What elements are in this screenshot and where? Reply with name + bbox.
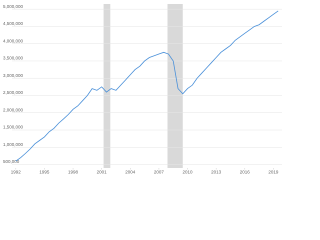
page: 500,000 1,000,000 1,500,000 2,000,000 2,500,… bbox=[3, 3, 282, 175]
y-tick-label: 4,500,000 bbox=[3, 21, 24, 26]
x-tick-label: 1998 bbox=[68, 170, 79, 175]
x-tick-label: 1992 bbox=[11, 170, 22, 175]
y-tick-label: 3,500,000 bbox=[3, 56, 24, 61]
x-tick-label: 2001 bbox=[97, 170, 108, 175]
y-tick-label: 2,500,000 bbox=[3, 90, 24, 95]
data-line bbox=[15, 10, 279, 162]
y-tick-label: 500,000 bbox=[3, 159, 20, 164]
y-tick-label: 2,000,000 bbox=[3, 107, 24, 112]
x-tick-label: 2016 bbox=[240, 170, 251, 175]
y-tick-label: 4,000,000 bbox=[3, 38, 24, 43]
x-tick-label: 2004 bbox=[125, 170, 136, 175]
x-tick-label: 2019 bbox=[268, 170, 279, 175]
y-tick-label: 1,000,000 bbox=[3, 142, 24, 147]
y-tick-label: 3,000,000 bbox=[3, 73, 24, 78]
recession-band bbox=[103, 4, 111, 168]
x-tick-label: 2010 bbox=[183, 170, 194, 175]
x-tick-label: 2007 bbox=[154, 170, 165, 175]
chart: 500,000 1,000,000 1,500,000 2,000,000 2,500,… bbox=[3, 4, 282, 175]
x-tick-label: 2013 bbox=[211, 170, 222, 175]
y-tick-label: 5,000,000 bbox=[3, 4, 24, 9]
x-tick-label: 1995 bbox=[39, 170, 50, 175]
recession-band bbox=[167, 4, 183, 168]
y-tick-label: 1,500,000 bbox=[3, 125, 24, 130]
